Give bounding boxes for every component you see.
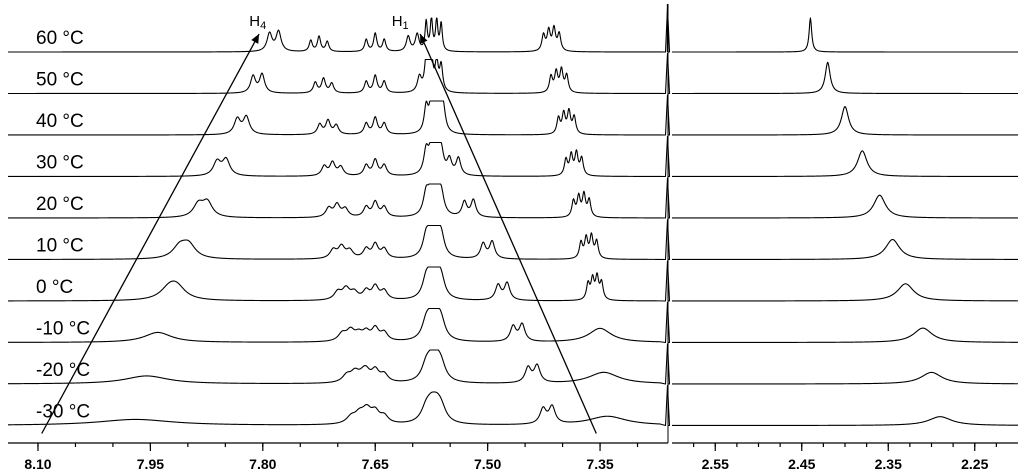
temperature-label: -10 °C bbox=[36, 319, 90, 340]
temperature-label: -30 °C bbox=[36, 402, 90, 423]
methyl-trace bbox=[672, 150, 1018, 178]
temperature-label: 20 °C bbox=[36, 194, 84, 215]
tick-label: 7.35 bbox=[586, 456, 613, 472]
spectrum-trace bbox=[7, 301, 671, 344]
temperature-label: 10 °C bbox=[36, 236, 84, 257]
annotation-subscript: 4 bbox=[260, 20, 266, 32]
tick-label: 2.55 bbox=[702, 456, 729, 472]
tick-label: 2.45 bbox=[788, 456, 815, 472]
methyl-trace bbox=[672, 106, 1018, 136]
tick-label: 7.50 bbox=[474, 456, 501, 472]
x-axis: 8.10 7.95 7.80 7.65 7.50 7.35 2.55 2.45 2.35 2.25 bbox=[8, 4, 1018, 472]
tick-label: 7.65 bbox=[362, 456, 389, 472]
temperature-label: 0 °C bbox=[36, 277, 73, 298]
shift-arrow bbox=[419, 33, 597, 434]
spectra-traces bbox=[7, 7, 1019, 427]
temperature-label: 50 °C bbox=[36, 70, 84, 91]
spectrum-trace bbox=[7, 52, 671, 95]
spectrum-trace bbox=[7, 218, 671, 261]
methyl-trace bbox=[672, 194, 1018, 219]
shift-arrow bbox=[41, 33, 260, 434]
methyl-trace bbox=[672, 238, 1018, 261]
arrow-head bbox=[420, 34, 428, 44]
tick-label: 7.95 bbox=[137, 456, 164, 472]
methyl-trace bbox=[672, 327, 1018, 344]
tick-label: 2.25 bbox=[961, 456, 988, 472]
tick-label: 8.10 bbox=[24, 456, 51, 472]
spectrum-trace bbox=[7, 94, 671, 136]
spectrum-trace bbox=[7, 177, 671, 219]
spectrum-trace bbox=[7, 260, 671, 302]
annotation-subscript: 1 bbox=[403, 20, 409, 32]
temperature-label: 30 °C bbox=[36, 153, 84, 174]
shift-arrows bbox=[41, 4, 669, 434]
tick-label: 2.35 bbox=[875, 456, 902, 472]
arrow-head bbox=[251, 34, 260, 44]
methyl-trace bbox=[672, 61, 1018, 95]
spectrum-trace bbox=[7, 7, 671, 53]
methyl-trace bbox=[672, 17, 1018, 53]
tick-label: 7.80 bbox=[249, 456, 276, 472]
spectrum-trace bbox=[7, 135, 671, 178]
peak-annotations: H4 H1 bbox=[249, 13, 408, 32]
methyl-trace bbox=[672, 283, 1018, 302]
peak-annotation: H4 bbox=[249, 13, 266, 32]
temperature-labels: 60 °C 50 °C 40 °C 30 °C 20 °C 10 °C 0 °C -10 °C… bbox=[36, 28, 90, 423]
peak-annotation: H1 bbox=[392, 13, 409, 32]
spectrum-trace bbox=[7, 384, 671, 427]
methyl-trace bbox=[672, 371, 1019, 385]
temperature-label: 40 °C bbox=[36, 111, 84, 132]
temperature-label: 60 °C bbox=[36, 28, 84, 49]
temperature-label: -20 °C bbox=[36, 360, 90, 381]
spectrum-trace bbox=[7, 343, 671, 385]
methyl-trace bbox=[672, 416, 1018, 427]
